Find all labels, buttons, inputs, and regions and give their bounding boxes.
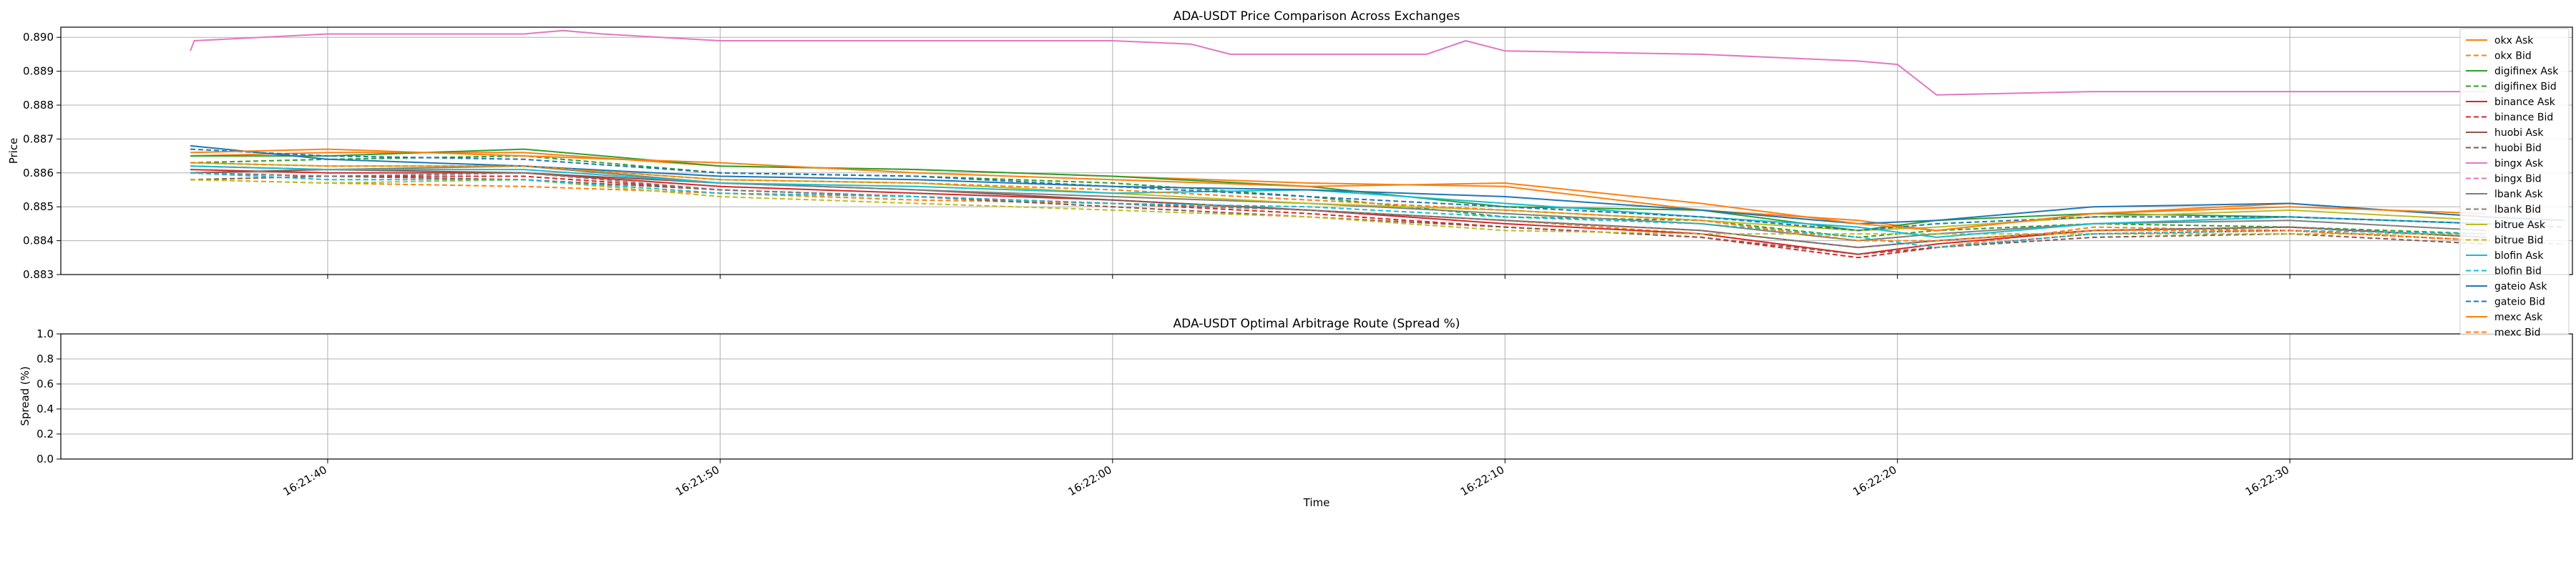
series-line-mexc-bid [190, 162, 2565, 245]
spread-y-tick-label: 0.0 [36, 453, 54, 465]
price-chart-frame [60, 26, 2573, 275]
legend-label: mexc Ask [2494, 312, 2543, 323]
spread-y-tick-label: 0.8 [36, 352, 54, 365]
series-line-bingx-ask [190, 29, 2487, 96]
spread-chart-y-ticks: 0.0 0.2 0.4 0.6 0.8 1.0 [36, 327, 61, 465]
series-line-blofin-ask [190, 165, 2487, 238]
series-line-huobi-ask [190, 169, 2487, 249]
legend-label: blofin Ask [2494, 250, 2544, 262]
legend-label: huobi Bid [2494, 143, 2542, 154]
legend-box [2459, 28, 2570, 335]
series-line-digifinex-bid [190, 155, 2487, 238]
legend-label: lbank Ask [2494, 189, 2544, 200]
legend-label: bingx Bid [2494, 174, 2542, 185]
series-line-gateio-bid [190, 148, 2565, 232]
series-line-blofin-bid [190, 172, 2487, 249]
price-chart: ADA-USDT Price Comparison Across Exchang… [7, 9, 2573, 281]
legend-label: blofin Bid [2494, 266, 2542, 277]
price-chart-y-ticks: 0.883 0.884 0.885 0.886 0.887 0.888 0.889 0.890 [23, 31, 61, 281]
spread-chart-title: ADA-USDT Optimal Arbitrage Route (Spread… [1174, 317, 1460, 331]
legend-label: huobi Ask [2494, 127, 2544, 139]
legend: okx Ask okx Bid digifinex Ask digifinex Bid… [2459, 28, 2570, 339]
legend-label: digifinex Bid [2494, 82, 2557, 93]
price-chart-ylabel: Price [7, 138, 20, 164]
legend-label: gateio Bid [2494, 297, 2545, 308]
price-y-tick-label: 0.890 [23, 31, 54, 44]
legend-label: bitrue Bid [2494, 235, 2543, 247]
legend-label: lbank Bid [2494, 204, 2541, 216]
spread-y-tick-label: 0.2 [36, 428, 54, 440]
spread-y-tick-label: 0.4 [36, 403, 54, 415]
series-line-mexc-ask [190, 148, 2487, 232]
price-y-tick-label: 0.884 [23, 235, 54, 247]
spread-y-tick-label: 0.6 [36, 378, 54, 390]
legend-label: binance Bid [2494, 112, 2553, 124]
spread-y-tick-label: 1.0 [36, 327, 54, 340]
series-line-lbank-bid [190, 172, 2487, 249]
price-y-tick-label: 0.885 [23, 200, 54, 213]
series-line-binance-bid [190, 172, 2487, 259]
spread-chart-frame [60, 333, 2573, 460]
spread-chart-xlabel: Time [1303, 496, 1330, 509]
legend-label: bitrue Ask [2494, 220, 2546, 231]
legend-label: okx Ask [2494, 35, 2534, 46]
legend-label: gateio Ask [2494, 281, 2547, 292]
price-y-tick-label: 0.883 [23, 268, 54, 281]
price-y-tick-label: 0.889 [23, 65, 54, 78]
legend-label: binance Ask [2494, 97, 2556, 108]
spread-chart-ylabel: Spread (%) [19, 366, 31, 426]
price-chart-title: ADA-USDT Price Comparison Across Exchang… [1174, 9, 1460, 24]
legend-label: digifinex Ask [2494, 66, 2559, 77]
price-y-tick-label: 0.888 [23, 99, 54, 112]
price-y-tick-label: 0.887 [23, 132, 54, 145]
legend-label: okx Bid [2494, 51, 2532, 62]
series-line-gateio-ask [190, 144, 2565, 225]
price-y-tick-label: 0.886 [23, 167, 54, 179]
legend-label: bingx Ask [2494, 158, 2544, 169]
price-chart-x-ticks [327, 275, 2290, 279]
legend-label: mexc Bid [2494, 327, 2541, 339]
price-chart-lines [190, 29, 2565, 259]
